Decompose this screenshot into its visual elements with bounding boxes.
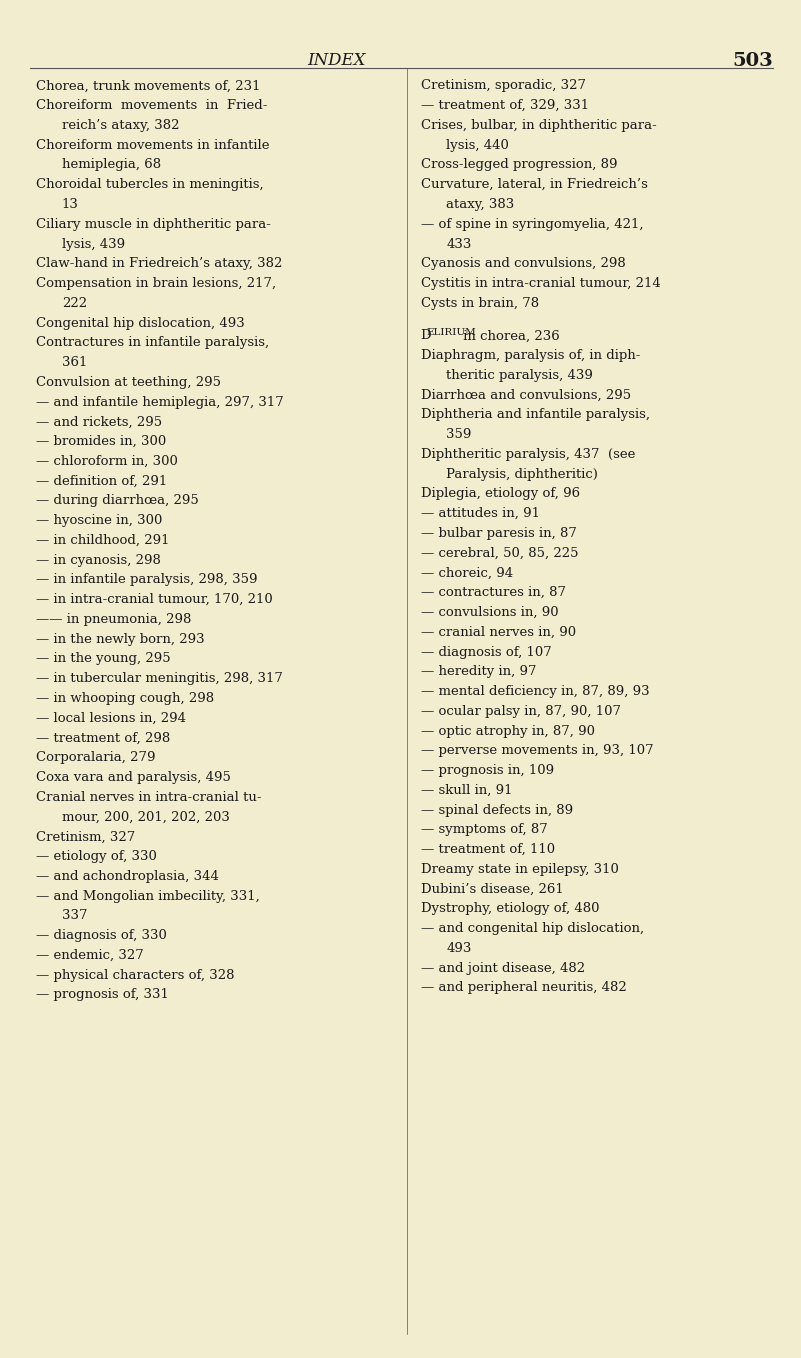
Text: — contractures in, 87: — contractures in, 87: [421, 587, 566, 599]
Text: Corporalaria, 279: Corporalaria, 279: [36, 751, 155, 765]
Text: Cross-legged progression, 89: Cross-legged progression, 89: [421, 159, 617, 171]
Text: Crises, bulbar, in diphtheritic para-: Crises, bulbar, in diphtheritic para-: [421, 120, 656, 132]
Text: Congenital hip dislocation, 493: Congenital hip dislocation, 493: [36, 316, 245, 330]
Text: — and rickets, 295: — and rickets, 295: [36, 416, 162, 428]
Text: — during diarrhœa, 295: — during diarrhœa, 295: [36, 494, 199, 508]
Text: Cystitis in intra-cranial tumour, 214: Cystitis in intra-cranial tumour, 214: [421, 277, 660, 291]
Text: Dystrophy, etiology of, 480: Dystrophy, etiology of, 480: [421, 903, 599, 915]
Text: — in the young, 295: — in the young, 295: [36, 652, 171, 665]
Text: 361: 361: [62, 356, 87, 369]
Text: 222: 222: [62, 297, 87, 310]
Text: — bulbar paresis in, 87: — bulbar paresis in, 87: [421, 527, 577, 540]
Text: — and peripheral neuritis, 482: — and peripheral neuritis, 482: [421, 982, 626, 994]
Text: — in infantile paralysis, 298, 359: — in infantile paralysis, 298, 359: [36, 573, 258, 587]
Text: — and joint disease, 482: — and joint disease, 482: [421, 961, 585, 975]
Text: — skull in, 91: — skull in, 91: [421, 784, 512, 797]
Text: lysis, 439: lysis, 439: [62, 238, 125, 250]
Text: — mental deficiency in, 87, 89, 93: — mental deficiency in, 87, 89, 93: [421, 684, 649, 698]
Text: Choreiform  movements  in  Fried-: Choreiform movements in Fried-: [36, 99, 268, 113]
Text: hemiplegia, 68: hemiplegia, 68: [62, 159, 161, 171]
Text: 493: 493: [446, 942, 472, 955]
Text: Diphtheritic paralysis, 437  (see: Diphtheritic paralysis, 437 (see: [421, 448, 635, 460]
Text: — in cyanosis, 298: — in cyanosis, 298: [36, 554, 161, 566]
Text: Curvature, lateral, in Friedreich’s: Curvature, lateral, in Friedreich’s: [421, 178, 647, 191]
Text: — bromides in, 300: — bromides in, 300: [36, 435, 167, 448]
Text: — and congenital hip dislocation,: — and congenital hip dislocation,: [421, 922, 644, 936]
Text: — prognosis of, 331: — prognosis of, 331: [36, 989, 169, 1001]
Text: Chorea, trunk movements of, 231: Chorea, trunk movements of, 231: [36, 79, 260, 92]
Text: Dreamy state in epilepsy, 310: Dreamy state in epilepsy, 310: [421, 862, 618, 876]
Text: Coxa vara and paralysis, 495: Coxa vara and paralysis, 495: [36, 771, 231, 784]
Text: Diaphragm, paralysis of, in diph-: Diaphragm, paralysis of, in diph-: [421, 349, 640, 363]
Text: — symptoms of, 87: — symptoms of, 87: [421, 823, 547, 837]
Text: — and Mongolian imbecility, 331,: — and Mongolian imbecility, 331,: [36, 889, 260, 903]
Text: — and achondroplasia, 344: — and achondroplasia, 344: [36, 869, 219, 883]
Text: Paralysis, diphtheritic): Paralysis, diphtheritic): [446, 467, 598, 481]
Text: Cretinism, sporadic, 327: Cretinism, sporadic, 327: [421, 79, 586, 92]
Text: 433: 433: [446, 238, 472, 250]
Text: — of spine in syringomyelia, 421,: — of spine in syringomyelia, 421,: [421, 217, 643, 231]
Text: — diagnosis of, 330: — diagnosis of, 330: [36, 929, 167, 942]
Text: — treatment of, 298: — treatment of, 298: [36, 732, 171, 744]
Text: Cranial nerves in intra-cranial tu-: Cranial nerves in intra-cranial tu-: [36, 790, 262, 804]
Text: — heredity in, 97: — heredity in, 97: [421, 665, 536, 678]
Text: — in tubercular meningitis, 298, 317: — in tubercular meningitis, 298, 317: [36, 672, 283, 686]
Text: — hyoscine in, 300: — hyoscine in, 300: [36, 515, 163, 527]
Text: — treatment of, 110: — treatment of, 110: [421, 843, 554, 856]
Text: — endemic, 327: — endemic, 327: [36, 949, 144, 961]
Text: Cyanosis and convulsions, 298: Cyanosis and convulsions, 298: [421, 257, 626, 270]
Text: — diagnosis of, 107: — diagnosis of, 107: [421, 645, 551, 659]
Text: — in childhood, 291: — in childhood, 291: [36, 534, 170, 547]
Text: — and infantile hemiplegia, 297, 317: — and infantile hemiplegia, 297, 317: [36, 395, 284, 409]
Text: — prognosis in, 109: — prognosis in, 109: [421, 765, 553, 777]
Text: — local lesions in, 294: — local lesions in, 294: [36, 712, 186, 725]
Text: Dubini’s disease, 261: Dubini’s disease, 261: [421, 883, 563, 896]
Text: 337: 337: [62, 910, 87, 922]
Text: 503: 503: [732, 52, 773, 69]
Text: Diphtheria and infantile paralysis,: Diphtheria and infantile paralysis,: [421, 409, 650, 421]
Text: — treatment of, 329, 331: — treatment of, 329, 331: [421, 99, 589, 113]
Text: reich’s ataxy, 382: reich’s ataxy, 382: [62, 120, 179, 132]
Text: — convulsions in, 90: — convulsions in, 90: [421, 606, 558, 619]
Text: Diarrhœa and convulsions, 295: Diarrhœa and convulsions, 295: [421, 388, 630, 402]
Text: D: D: [421, 330, 431, 342]
Text: — choreic, 94: — choreic, 94: [421, 566, 513, 580]
Text: 13: 13: [62, 198, 78, 210]
Text: Convulsion at teething, 295: Convulsion at teething, 295: [36, 376, 221, 388]
Text: — in intra-cranial tumour, 170, 210: — in intra-cranial tumour, 170, 210: [36, 593, 273, 606]
Text: theritic paralysis, 439: theritic paralysis, 439: [446, 369, 593, 382]
Text: Cretinism, 327: Cretinism, 327: [36, 830, 135, 843]
Text: — attitudes in, 91: — attitudes in, 91: [421, 508, 540, 520]
Text: Cysts in brain, 78: Cysts in brain, 78: [421, 297, 538, 310]
Text: — in whooping cough, 298: — in whooping cough, 298: [36, 693, 214, 705]
Text: — cerebral, 50, 85, 225: — cerebral, 50, 85, 225: [421, 547, 578, 559]
Text: — in the newly born, 293: — in the newly born, 293: [36, 633, 205, 645]
Text: Ciliary muscle in diphtheritic para-: Ciliary muscle in diphtheritic para-: [36, 217, 271, 231]
Text: Compensation in brain lesions, 217,: Compensation in brain lesions, 217,: [36, 277, 276, 291]
Text: —— in pneumonia, 298: —— in pneumonia, 298: [36, 612, 191, 626]
Text: — cranial nerves in, 90: — cranial nerves in, 90: [421, 626, 576, 638]
Text: Diplegia, etiology of, 96: Diplegia, etiology of, 96: [421, 488, 580, 501]
Text: — physical characters of, 328: — physical characters of, 328: [36, 968, 235, 982]
Text: ELIRIUM: ELIRIUM: [426, 327, 477, 337]
Text: — definition of, 291: — definition of, 291: [36, 474, 167, 488]
Text: 359: 359: [446, 428, 472, 441]
Text: ataxy, 383: ataxy, 383: [446, 198, 514, 210]
Text: Contractures in infantile paralysis,: Contractures in infantile paralysis,: [36, 337, 269, 349]
Text: Choreiform movements in infantile: Choreiform movements in infantile: [36, 139, 270, 152]
Text: — ocular palsy in, 87, 90, 107: — ocular palsy in, 87, 90, 107: [421, 705, 621, 718]
Text: INDEX: INDEX: [307, 52, 366, 69]
Text: — spinal defects in, 89: — spinal defects in, 89: [421, 804, 573, 816]
Text: in chorea, 236: in chorea, 236: [459, 330, 560, 342]
Text: — etiology of, 330: — etiology of, 330: [36, 850, 157, 864]
Text: — perverse movements in, 93, 107: — perverse movements in, 93, 107: [421, 744, 653, 758]
Text: — chloroform in, 300: — chloroform in, 300: [36, 455, 178, 469]
Text: mour, 200, 201, 202, 203: mour, 200, 201, 202, 203: [62, 811, 230, 823]
Text: Claw-hand in Friedreich’s ataxy, 382: Claw-hand in Friedreich’s ataxy, 382: [36, 257, 283, 270]
Text: — optic atrophy in, 87, 90: — optic atrophy in, 87, 90: [421, 725, 594, 737]
Text: Choroidal tubercles in meningitis,: Choroidal tubercles in meningitis,: [36, 178, 264, 191]
Text: lysis, 440: lysis, 440: [446, 139, 509, 152]
